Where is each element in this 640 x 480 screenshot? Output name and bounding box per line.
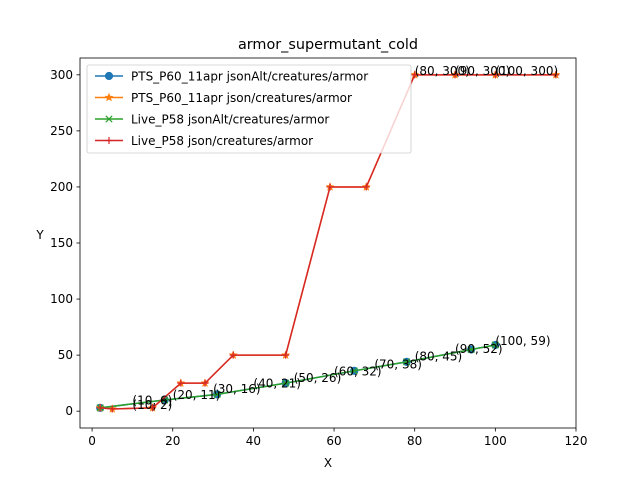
- data-label: (100, 300): [495, 64, 558, 78]
- data-point: [467, 345, 475, 354]
- series-line: [100, 344, 496, 409]
- series-4: [96, 71, 560, 413]
- data-label: (70, 38): [374, 358, 422, 372]
- x-axis-label: X: [324, 456, 332, 470]
- data-label: (20, 11): [173, 388, 221, 402]
- y-axis-label: Y: [35, 228, 44, 242]
- y-tick-label: 250: [50, 124, 73, 138]
- data-labels: (10, 2)(10, 6) (20, 11)(30, 16)(40, 21)(5…: [132, 64, 558, 412]
- data-point: [411, 71, 419, 79]
- legend-label: Live_P58 json/creatures/armor: [131, 134, 313, 148]
- data-label: (10, 6): [132, 393, 172, 407]
- data-point: [177, 379, 185, 387]
- y-axis: 0 50 100 150 200 250 300: [50, 68, 80, 418]
- legend-label: PTS_P60_11apr json/creatures/armor: [131, 91, 352, 105]
- data-point: [108, 405, 116, 413]
- data-label: (80, 45): [415, 350, 463, 364]
- chart-title: armor_supermutant_cold: [238, 37, 418, 53]
- data-label: (30, 16): [213, 382, 261, 396]
- data-label: (40, 21): [253, 377, 301, 391]
- legend-entry: PTS_P60_11apr jsonAlt/creatures/armor: [95, 70, 368, 84]
- data-label: (100, 59): [495, 334, 550, 348]
- data-label: (90, 52): [455, 342, 503, 356]
- data-point: [326, 183, 334, 191]
- data-point: [491, 341, 499, 349]
- data-label: (90, 300): [455, 64, 510, 78]
- x-axis: 0 20 40 60 80 100 120: [88, 428, 587, 448]
- legend-entry: Live_P58 jsonAlt/creatures/armor: [95, 113, 329, 127]
- y-tick-label: 300: [50, 68, 73, 82]
- series-layer: [95, 69, 561, 413]
- legend-marker: [105, 115, 113, 123]
- legend-label: Live_P58 jsonAlt/creatures/armor: [131, 113, 329, 127]
- data-point: [451, 71, 459, 79]
- data-point: [282, 379, 290, 387]
- y-tick-label: 0: [65, 404, 73, 418]
- legend-marker: [104, 71, 114, 81]
- x-tick-label: 20: [165, 434, 180, 448]
- legend-label: PTS_P60_11apr jsonAlt/creatures/armor: [131, 70, 368, 84]
- data-point: [96, 404, 104, 412]
- legend: PTS_P60_11apr jsonAlt/creatures/armor PTS…: [86, 64, 412, 154]
- data-label: (80, 300): [415, 64, 470, 78]
- y-tick-label: 150: [50, 236, 73, 250]
- data-point: [403, 358, 411, 366]
- data-point: [213, 390, 221, 398]
- y-tick-label: 200: [50, 180, 73, 194]
- x-tick-label: 60: [326, 434, 341, 448]
- data-point: [201, 379, 209, 387]
- legend-marker: [104, 92, 114, 102]
- data-point: [552, 71, 560, 79]
- x-tick-label: 80: [407, 434, 422, 448]
- data-point: [229, 351, 237, 359]
- y-tick-label: 50: [58, 348, 73, 362]
- x-tick-label: 0: [88, 434, 96, 448]
- data-point: [282, 351, 290, 359]
- x-tick-label: 120: [565, 434, 588, 448]
- legend-entry: PTS_P60_11apr json/creatures/armor: [95, 91, 352, 105]
- x-tick-label: 40: [246, 434, 261, 448]
- legend-box: [86, 64, 412, 154]
- data-label: (50, 26): [294, 371, 342, 385]
- y-tick-label: 100: [50, 292, 73, 306]
- data-label: (60, 32): [334, 364, 382, 378]
- data-point: [149, 404, 157, 412]
- data-point: [350, 367, 358, 375]
- data-label: (10, 2): [132, 398, 172, 412]
- data-point: [161, 396, 169, 404]
- x-tick-label: 100: [484, 434, 507, 448]
- legend-marker: [105, 137, 113, 144]
- data-point: [491, 71, 499, 79]
- legend-entry: Live_P58 json/creatures/armor: [95, 134, 313, 148]
- data-point: [362, 183, 370, 191]
